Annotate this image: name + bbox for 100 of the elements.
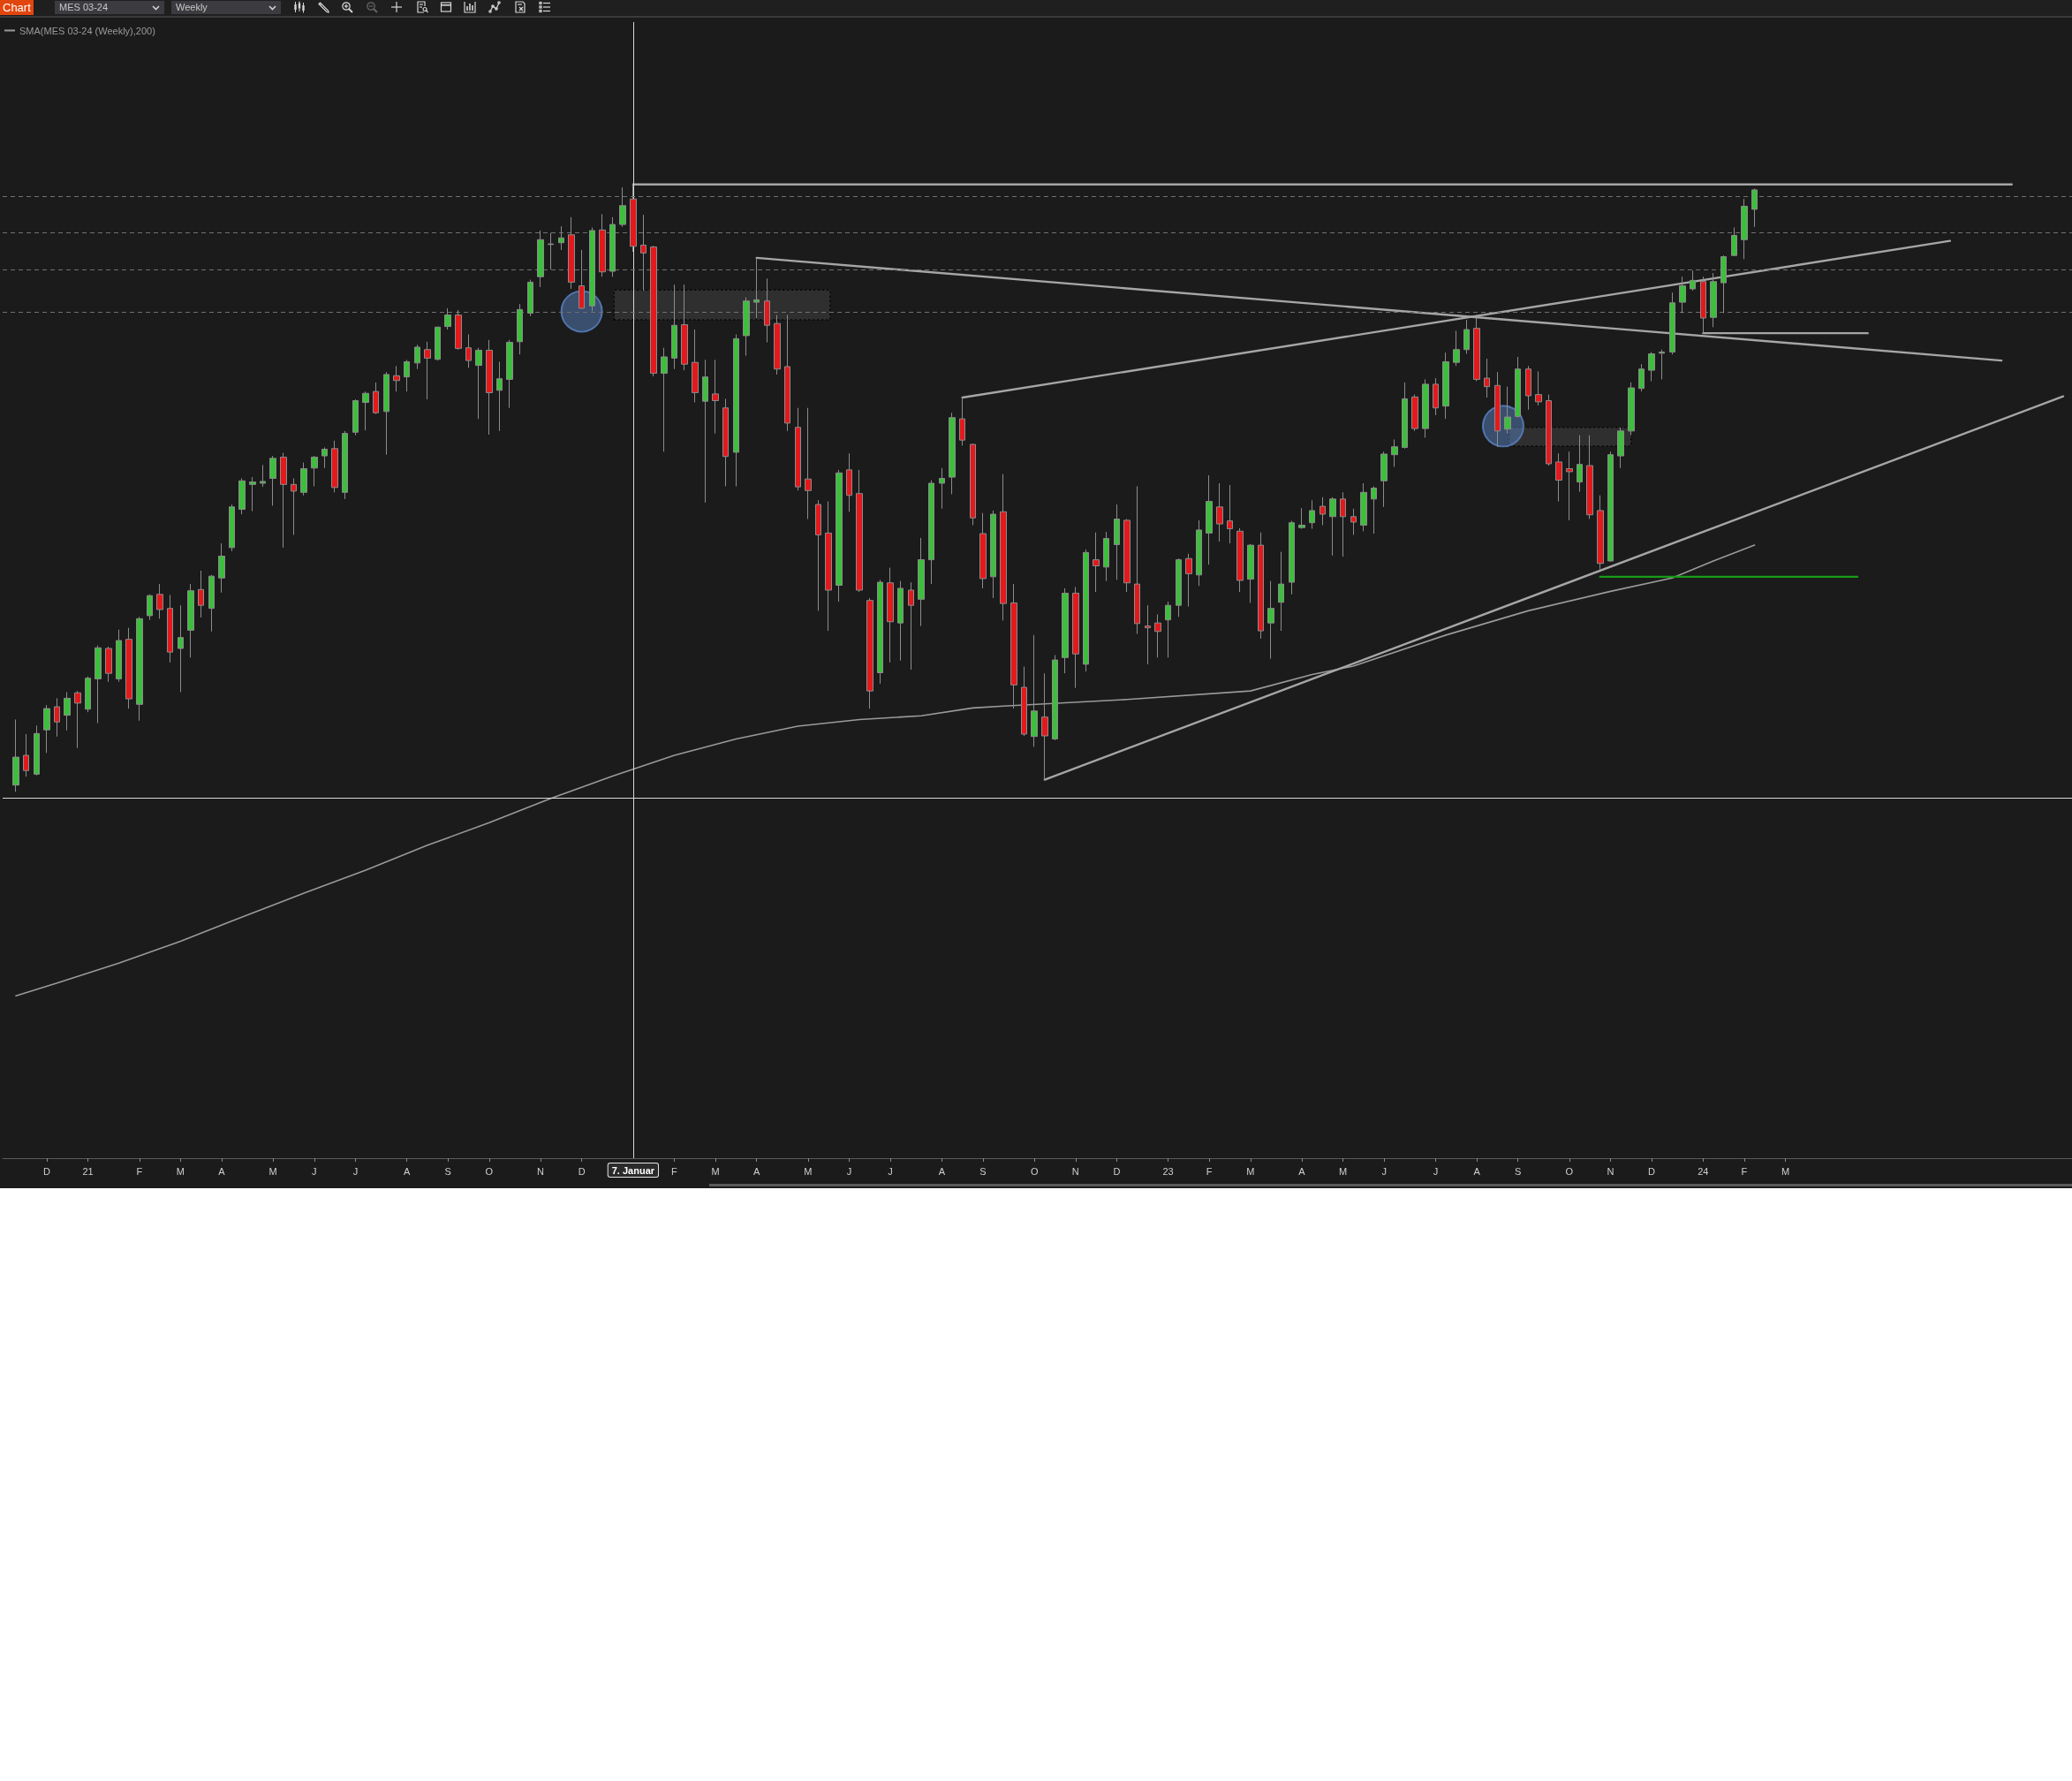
candlestick xyxy=(1525,365,1531,411)
x-tick-label: M xyxy=(1781,1165,1790,1177)
candlestick xyxy=(1329,496,1336,557)
candlestick xyxy=(1083,549,1089,672)
candlestick xyxy=(85,676,91,713)
x-tick-label: N xyxy=(537,1165,545,1177)
candlestick xyxy=(784,315,790,432)
candlestick xyxy=(856,469,863,593)
candlestick xyxy=(383,371,389,456)
candlestick xyxy=(404,359,410,392)
candlestick xyxy=(1010,583,1017,709)
candlestick xyxy=(1659,349,1665,380)
dropdown: MES 03-24 xyxy=(55,1,164,14)
candlestick xyxy=(352,398,359,436)
candlestick xyxy=(1484,358,1490,398)
candlestick xyxy=(1072,587,1079,689)
candlestick xyxy=(1700,276,1706,334)
candlestick xyxy=(1546,394,1552,466)
candlestick xyxy=(743,297,750,357)
candlestick xyxy=(1577,435,1583,493)
candlestick xyxy=(1494,371,1501,448)
candlestick xyxy=(1720,254,1727,314)
candlestick xyxy=(1278,551,1284,632)
x-tick-label: J xyxy=(312,1165,317,1177)
candlestick xyxy=(1289,520,1295,595)
candlestick xyxy=(1628,382,1635,436)
x-tick-label: J xyxy=(888,1165,893,1177)
candlestick xyxy=(1463,319,1470,355)
candlestick xyxy=(1638,363,1645,392)
candlestick xyxy=(331,440,338,493)
x-tick-label: D xyxy=(1648,1165,1656,1177)
candlestick xyxy=(1000,474,1007,621)
x-tick-label: N xyxy=(1071,1165,1079,1177)
candlestick xyxy=(23,733,29,777)
candlestick xyxy=(990,510,996,599)
candlestick xyxy=(465,334,472,368)
candlestick xyxy=(1350,508,1357,535)
candlestick xyxy=(229,504,235,552)
candlestick xyxy=(1103,531,1109,582)
candlestick xyxy=(147,594,153,621)
candlestick xyxy=(187,583,194,658)
candlestick xyxy=(630,184,637,253)
candlestick xyxy=(218,542,225,594)
candlestick xyxy=(1021,666,1027,737)
candlestick xyxy=(1504,386,1511,435)
candlestick xyxy=(959,396,965,446)
candlestick xyxy=(578,249,585,310)
candlestick xyxy=(537,230,544,288)
candlestick xyxy=(877,579,883,685)
x-tick-label: A xyxy=(218,1165,226,1177)
candlestick xyxy=(774,315,781,375)
candlestick xyxy=(764,277,770,343)
candlestick xyxy=(1309,499,1315,530)
candlestick xyxy=(548,232,554,270)
candlestick xyxy=(1340,491,1346,557)
candlestick xyxy=(156,583,163,619)
candlestick xyxy=(435,326,441,361)
candlestick xyxy=(722,398,729,487)
candlestick xyxy=(393,365,400,392)
candlestick xyxy=(928,480,934,585)
candlestick xyxy=(1123,519,1131,593)
candlestick xyxy=(918,537,925,627)
x-tick-label: S xyxy=(1514,1165,1522,1177)
candlestick xyxy=(1679,276,1686,314)
candlestick xyxy=(1206,474,1213,565)
candlestick xyxy=(1052,655,1058,741)
candlestick xyxy=(12,718,19,792)
candlestick xyxy=(1267,580,1274,660)
candlestick xyxy=(496,360,503,432)
x-tick-label: M xyxy=(804,1165,813,1177)
candlestick xyxy=(825,501,832,632)
candlestick xyxy=(116,629,122,683)
candlestick xyxy=(178,604,184,693)
candlestick xyxy=(939,467,945,510)
candlestick xyxy=(125,627,132,709)
candlestick xyxy=(167,595,173,663)
candlestick xyxy=(887,567,894,663)
candlestick xyxy=(362,390,369,431)
x-tick-label: D xyxy=(42,1165,50,1177)
candlestick xyxy=(558,225,564,251)
candlestick xyxy=(1062,587,1069,674)
candlestick xyxy=(1669,292,1675,355)
x-tick-label: F xyxy=(136,1165,143,1177)
x-tick-label: F xyxy=(671,1165,678,1177)
candlestick xyxy=(269,455,276,506)
candlestick xyxy=(1227,484,1233,544)
candlestick xyxy=(568,216,575,290)
candlestick xyxy=(619,186,626,228)
x-tick-label: A xyxy=(403,1165,411,1177)
x-tick-label: M xyxy=(268,1165,277,1177)
x-tick-label: 23 xyxy=(1162,1165,1174,1177)
candlestick xyxy=(1751,188,1758,228)
x-tick-label: J xyxy=(352,1165,359,1177)
candlestick xyxy=(1473,317,1480,382)
candlestick xyxy=(136,616,143,722)
candlestick xyxy=(455,309,462,351)
candlestick xyxy=(475,347,482,420)
x-tick-label: J xyxy=(846,1165,852,1177)
candlestick xyxy=(34,724,40,777)
x-tick-label: 24 xyxy=(1698,1165,1709,1177)
